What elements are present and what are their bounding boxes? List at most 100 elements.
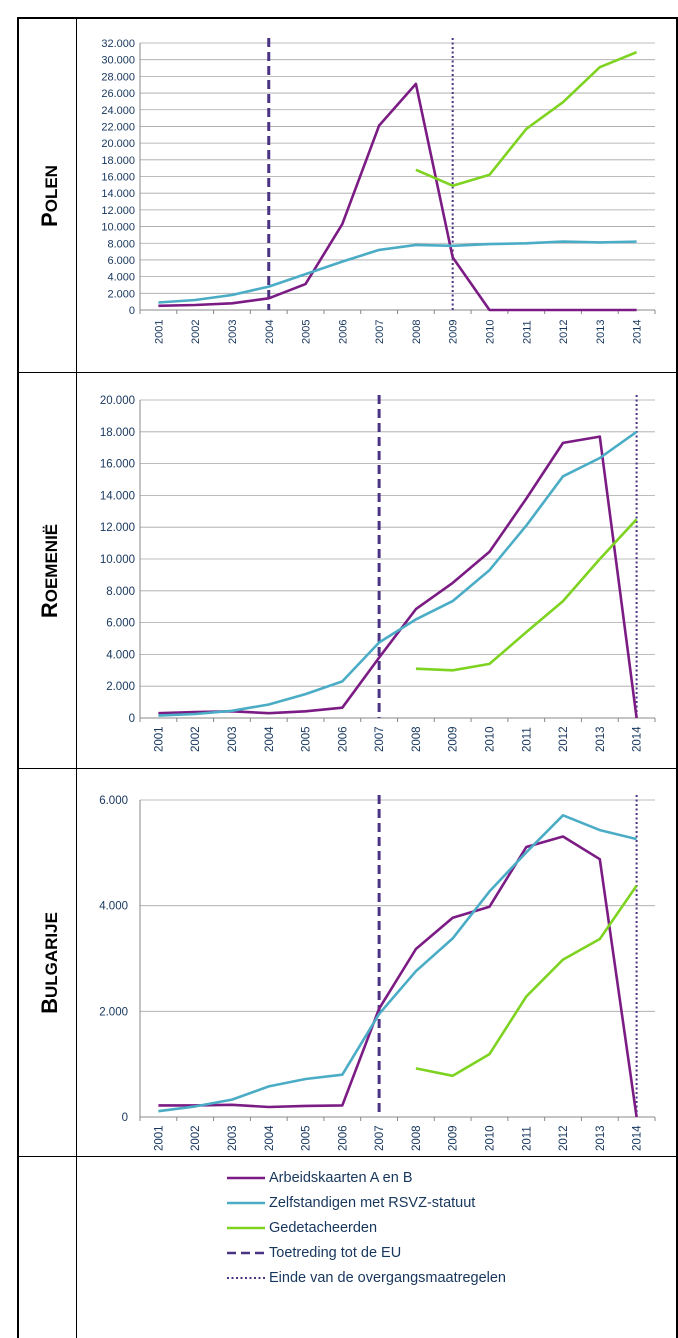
x-tick-label: 2009 <box>448 726 460 752</box>
x-tick-label: 2012 <box>558 1125 570 1151</box>
legend-swatch-icon <box>227 1226 265 1229</box>
x-tick-label: 2005 <box>301 320 313 344</box>
x-tick-label: 2004 <box>264 726 276 752</box>
legend-item: Arbeidskaarten A en B <box>225 1165 506 1190</box>
x-tick-label: 2005 <box>301 1125 313 1151</box>
y-tick-label: 6.000 <box>99 795 128 807</box>
x-tick-label: 2007 <box>374 726 386 752</box>
column-divider <box>76 17 77 1338</box>
x-tick-label: 2002 <box>190 320 202 344</box>
y-tick-label: 0 <box>122 1112 128 1124</box>
x-tick-label: 2003 <box>227 726 239 752</box>
x-tick-label: 2002 <box>190 726 202 752</box>
x-tick-label: 2007 <box>374 320 386 344</box>
x-tick-label: 2014 <box>632 726 644 752</box>
x-tick-label: 2008 <box>411 1125 423 1151</box>
y-tick-label: 6.000 <box>106 618 135 630</box>
x-tick-label: 2001 <box>153 320 165 344</box>
y-tick-label: 2.000 <box>106 681 135 693</box>
x-tick-label: 2009 <box>448 1125 460 1151</box>
legend-label: Arbeidskaarten A en B <box>269 1169 413 1186</box>
x-tick-label: 2001 <box>153 726 165 752</box>
legend-label: Toetreding tot de EU <box>269 1244 402 1261</box>
x-tick-label: 2012 <box>558 726 570 752</box>
x-tick-label: 2013 <box>595 726 607 752</box>
y-tick-label: 4.000 <box>107 272 135 284</box>
y-tick-label: 26.000 <box>101 88 135 100</box>
row-divider <box>17 372 678 373</box>
x-tick-label: 2006 <box>337 726 349 752</box>
x-tick-label: 2010 <box>484 320 496 344</box>
x-tick-label: 2013 <box>595 1125 607 1151</box>
y-tick-label: 10.000 <box>100 554 135 566</box>
y-tick-label: 32.000 <box>101 38 135 50</box>
x-tick-label: 2010 <box>484 726 496 752</box>
legend-item: Toetreding tot de EU <box>225 1240 506 1265</box>
legend: Arbeidskaarten A en B Zelfstandigen met … <box>225 1165 506 1290</box>
y-tick-label: 14.000 <box>100 490 135 502</box>
x-tick-label: 2013 <box>595 320 607 344</box>
series-gedetacheerden-line <box>415 50 638 187</box>
y-tick-label: 30.000 <box>101 55 135 67</box>
legend-label: Zelfstandigen met RSVZ-statuut <box>269 1194 476 1211</box>
table-frame <box>17 17 678 1338</box>
series-gedetacheerden-line <box>415 518 638 672</box>
x-tick-label: 2008 <box>411 726 423 752</box>
y-tick-label: 16.000 <box>100 459 135 471</box>
y-tick-label: 24.000 <box>101 105 135 117</box>
y-tick-label: 0 <box>129 305 135 317</box>
x-tick-label: 2014 <box>632 320 644 344</box>
series-arbeidskaarten-line <box>158 835 638 1118</box>
y-tick-label: 18.000 <box>101 155 135 167</box>
y-tick-label: 22.000 <box>101 121 135 133</box>
legend-swatch-icon <box>227 1176 265 1179</box>
y-tick-label: 14.000 <box>101 188 135 200</box>
x-tick-label: 2006 <box>337 320 349 344</box>
y-tick-label: 4.000 <box>99 901 128 913</box>
x-tick-label: 2009 <box>448 320 460 344</box>
y-tick-label: 2.000 <box>107 288 135 300</box>
x-tick-label: 2008 <box>411 320 423 344</box>
x-tick-label: 2004 <box>264 320 276 344</box>
y-tick-label: 28.000 <box>101 71 135 83</box>
x-tick-label: 2011 <box>521 727 533 752</box>
legend-item: Zelfstandigen met RSVZ-statuut <box>225 1190 506 1215</box>
x-tick-label: 2004 <box>264 1125 276 1151</box>
x-tick-label: 2003 <box>227 1125 239 1151</box>
legend-label: Einde van de overgangsmaatregelen <box>269 1269 506 1286</box>
y-tick-label: 8.000 <box>107 238 135 250</box>
y-tick-label: 10.000 <box>101 222 135 234</box>
y-tick-label: 18.000 <box>100 427 135 439</box>
y-tick-label: 4.000 <box>106 649 135 661</box>
legend-swatch-icon <box>227 1276 265 1279</box>
legend-label: Gedetacheerden <box>269 1219 378 1236</box>
x-tick-label: 2003 <box>227 320 239 344</box>
series-gedetacheerden-line <box>415 884 638 1078</box>
x-tick-label: 2014 <box>632 1125 644 1151</box>
y-tick-label: 12.000 <box>101 205 135 217</box>
x-tick-label: 2002 <box>190 1125 202 1151</box>
row-divider <box>17 1156 678 1157</box>
series-arbeidskaarten-line <box>158 82 637 312</box>
x-tick-label: 2001 <box>153 1125 165 1151</box>
x-tick-label: 2006 <box>337 1125 349 1151</box>
x-tick-label: 2007 <box>374 1125 386 1151</box>
y-tick-label: 0 <box>129 713 135 725</box>
legend-swatch-icon <box>227 1251 265 1254</box>
x-tick-label: 2011 <box>521 320 533 344</box>
y-tick-label: 16.000 <box>101 172 135 184</box>
legend-swatch-icon <box>227 1201 265 1204</box>
row-divider <box>17 768 678 769</box>
x-tick-label: 2011 <box>521 1126 533 1151</box>
y-tick-label: 8.000 <box>106 586 135 598</box>
y-tick-label: 12.000 <box>100 522 135 534</box>
legend-item: Einde van de overgangsmaatregelen <box>225 1265 506 1290</box>
y-tick-label: 2.000 <box>99 1006 128 1018</box>
y-tick-label: 6.000 <box>107 255 135 267</box>
series-arbeidskaarten-line <box>158 435 638 719</box>
series-zelfstandigen-line <box>158 430 638 717</box>
y-tick-label: 20.000 <box>101 138 135 150</box>
